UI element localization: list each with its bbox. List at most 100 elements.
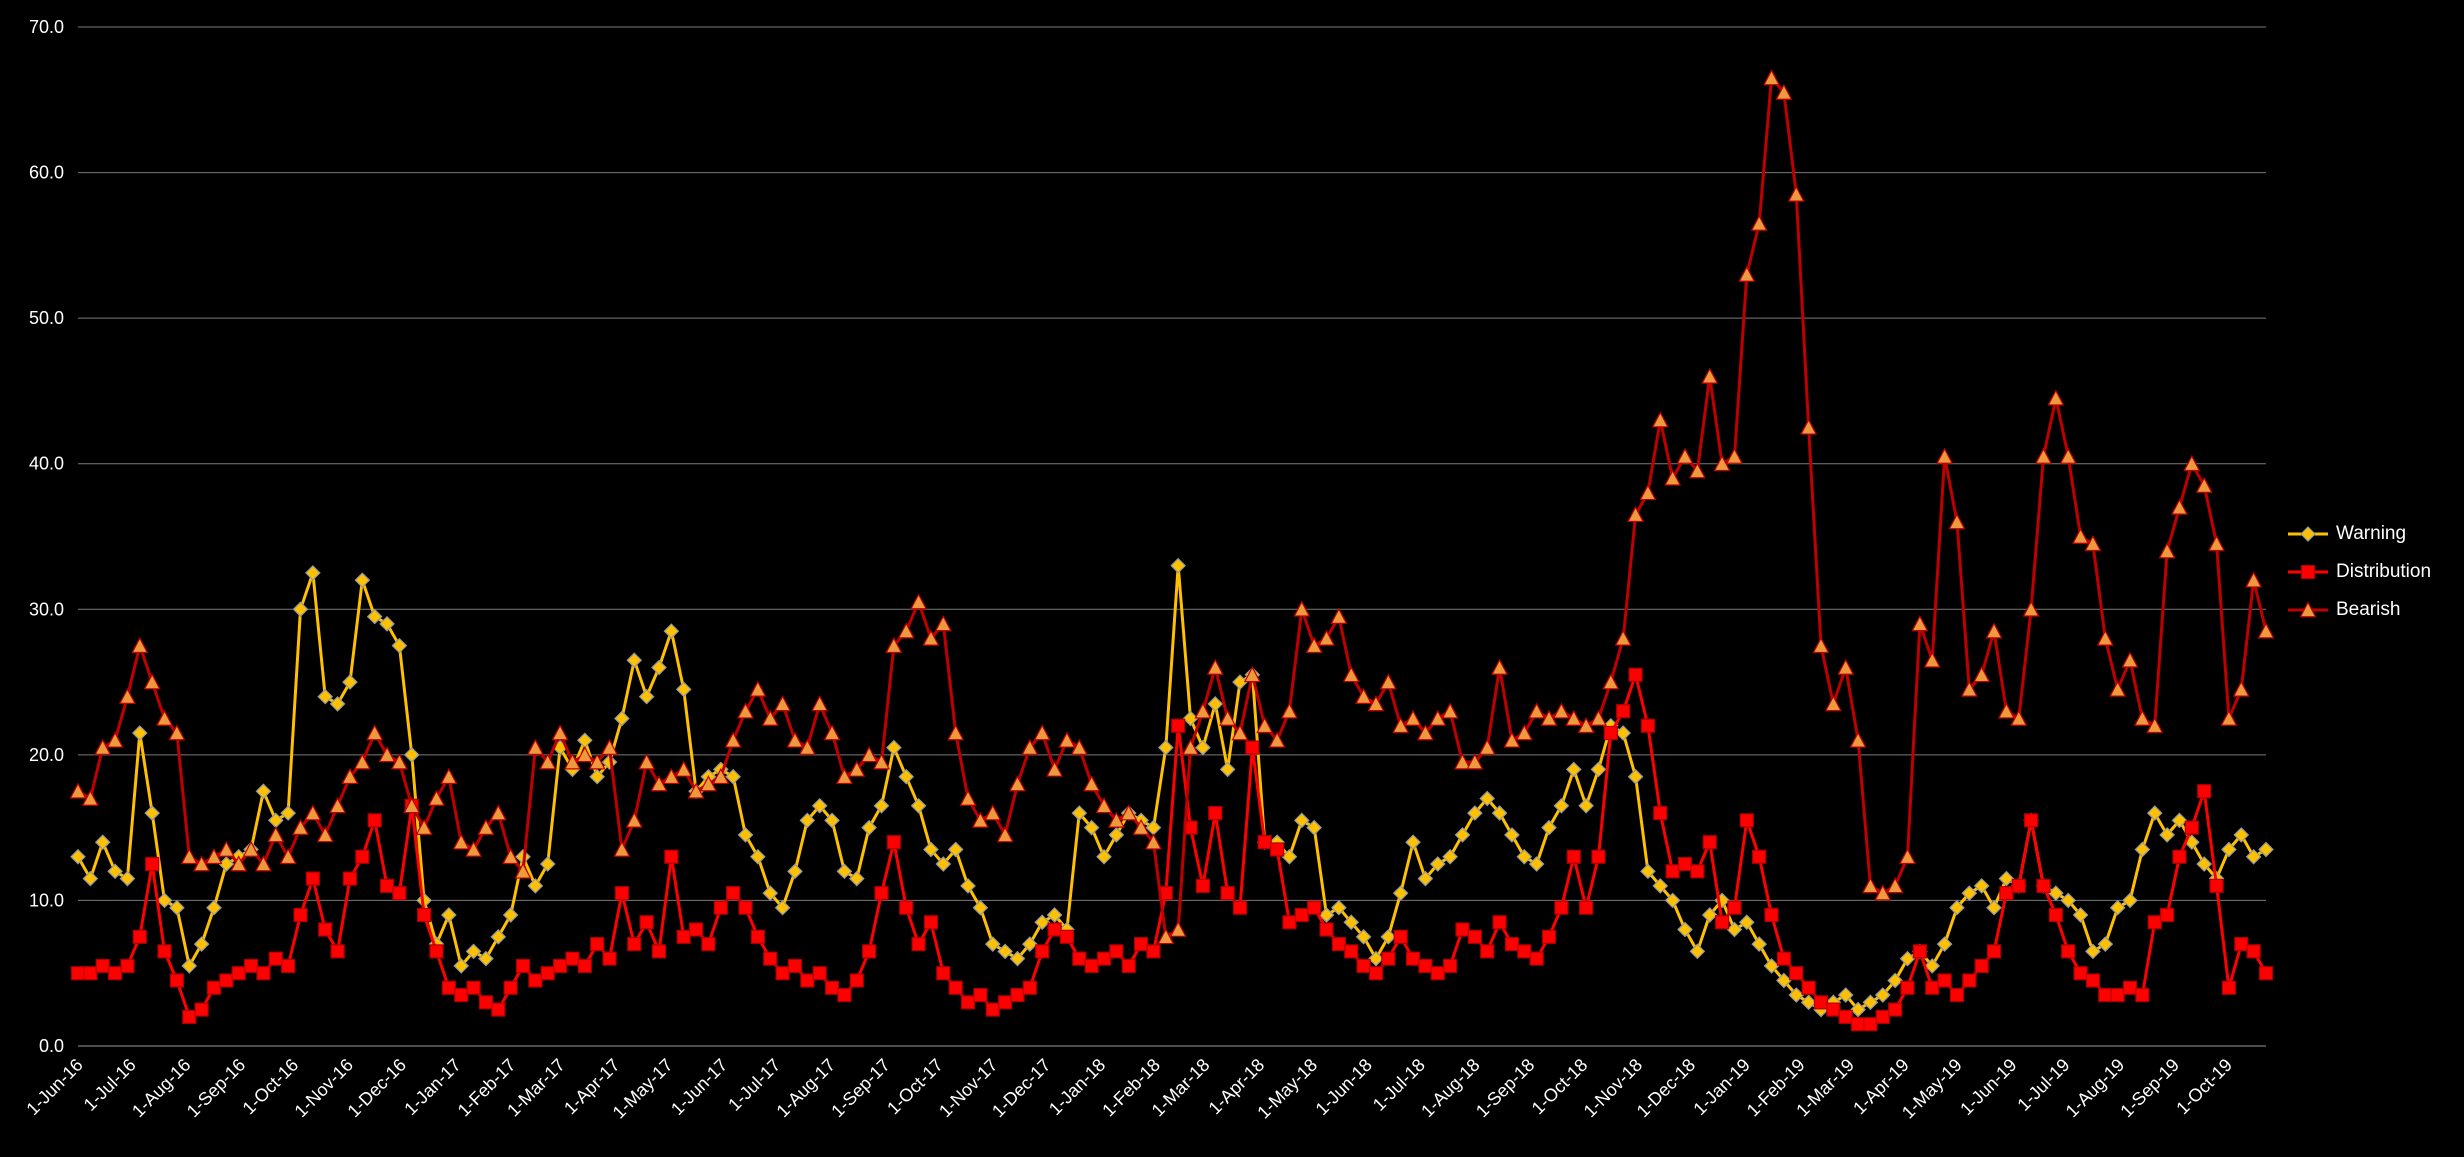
warning-marker [1195,739,1211,756]
warning-marker [366,608,383,625]
distribution-marker [1294,907,1309,923]
bearish-marker [1627,505,1645,523]
distribution-marker [651,944,667,959]
warning-marker [1738,914,1755,931]
warning-marker [1157,739,1174,756]
distribution-marker [1603,725,1618,741]
distribution-marker [1059,929,1075,944]
distribution-marker [120,958,135,974]
legend-label-warning: Warning [2336,523,2407,544]
distribution-marker [1393,929,1408,944]
warning-marker [1800,994,1817,1011]
distribution-marker [342,871,358,886]
distribution-marker [1096,951,1112,966]
distribution-marker [738,900,753,915]
distribution-marker [2024,813,2039,828]
bearish-marker [1194,702,1212,719]
warning-marker [1565,761,1582,778]
distribution-marker [231,966,246,981]
distribution-marker [1504,936,1520,952]
x-tick-label: 1-Jun-17 [667,1055,731,1119]
warning-marker [1219,761,1236,778]
distribution-marker [1665,864,1680,879]
warning-marker [2221,841,2237,858]
distribution-marker [1702,835,1717,850]
warning-marker [107,863,123,880]
distribution-marker [2135,987,2150,1003]
distribution-marker [1690,864,1705,879]
distribution-marker [417,907,432,923]
bearish-marker [910,593,928,610]
warning-marker [1899,950,1916,967]
distribution-marker [429,944,444,959]
warning-marker [601,754,618,770]
warning-marker [1331,899,1347,916]
warning-marker [774,899,791,916]
bearish-marker [786,731,804,748]
distribution-marker [1925,980,1940,995]
distribution-marker [182,1009,197,1024]
distribution-marker [1850,1017,1866,1032]
warning-marker [2159,827,2175,843]
warning-marker [2109,899,2126,916]
warning-marker [1516,848,1533,865]
distribution-marker [454,987,469,1003]
bearish-marker [1528,702,1546,719]
bearish-marker [2183,454,2201,472]
warning-marker [1949,899,1965,916]
bearish-marker [971,811,989,828]
warning-marker [539,856,556,872]
warning-marker [1528,856,1545,872]
distribution-marker [1195,878,1211,893]
distribution-marker [1307,900,1322,915]
warning-marker [94,834,111,851]
warning-marker [1021,936,1038,952]
legend: Warning Distribution Bearish [2286,522,2431,622]
bearish-marker [2047,389,2065,406]
warning-marker [1590,761,1607,778]
bearish-marker [366,724,384,741]
distribution-marker [2184,820,2199,835]
y-tick-label: 20.0 [29,745,64,765]
distribution-marker [1566,849,1581,864]
warning-marker [2196,856,2213,872]
bearish-marker [601,738,619,755]
distribution-marker [256,966,271,981]
warning-marker [1355,928,1372,945]
bearish-marker [1342,666,1360,683]
distribution-marker [1579,900,1594,915]
distribution-marker [948,980,963,995]
warning-marker [1467,805,1483,821]
warning-marker [1182,710,1199,727]
x-tick-label: 1-Aug-18 [1417,1055,1484,1122]
distribution-marker [1208,805,1223,821]
warning-marker [1837,987,1854,1003]
warning-marker [1862,994,1879,1011]
bearish-marker [1565,709,1583,726]
bearish-marker [576,746,594,763]
bearish-marker [749,680,767,697]
bearish-marker [650,775,668,792]
distribution-marker [911,936,926,952]
warning-marker [626,652,643,669]
warning-marker [2300,526,2316,542]
bearish-marker [254,855,272,872]
bearish-marker [563,753,581,770]
distribution-marker [491,1002,506,1017]
bearish-marker [2022,600,2040,617]
distribution-marker [1220,886,1235,901]
bearish-marker [1540,709,1558,726]
distribution-marker [2098,987,2113,1003]
bearish-marker [1701,367,1719,384]
bearish-marker [180,847,198,865]
bearish-marker [106,731,124,748]
warning-marker [1677,921,1693,938]
distribution-marker [305,871,320,886]
distribution-marker [862,944,877,959]
distribution-marker [923,915,939,930]
distribution-marker [1109,944,1124,959]
distribution-marker [1888,1002,1903,1017]
distribution-marker [2061,944,2076,959]
warning-marker [70,848,86,865]
distribution-marker [627,936,642,952]
